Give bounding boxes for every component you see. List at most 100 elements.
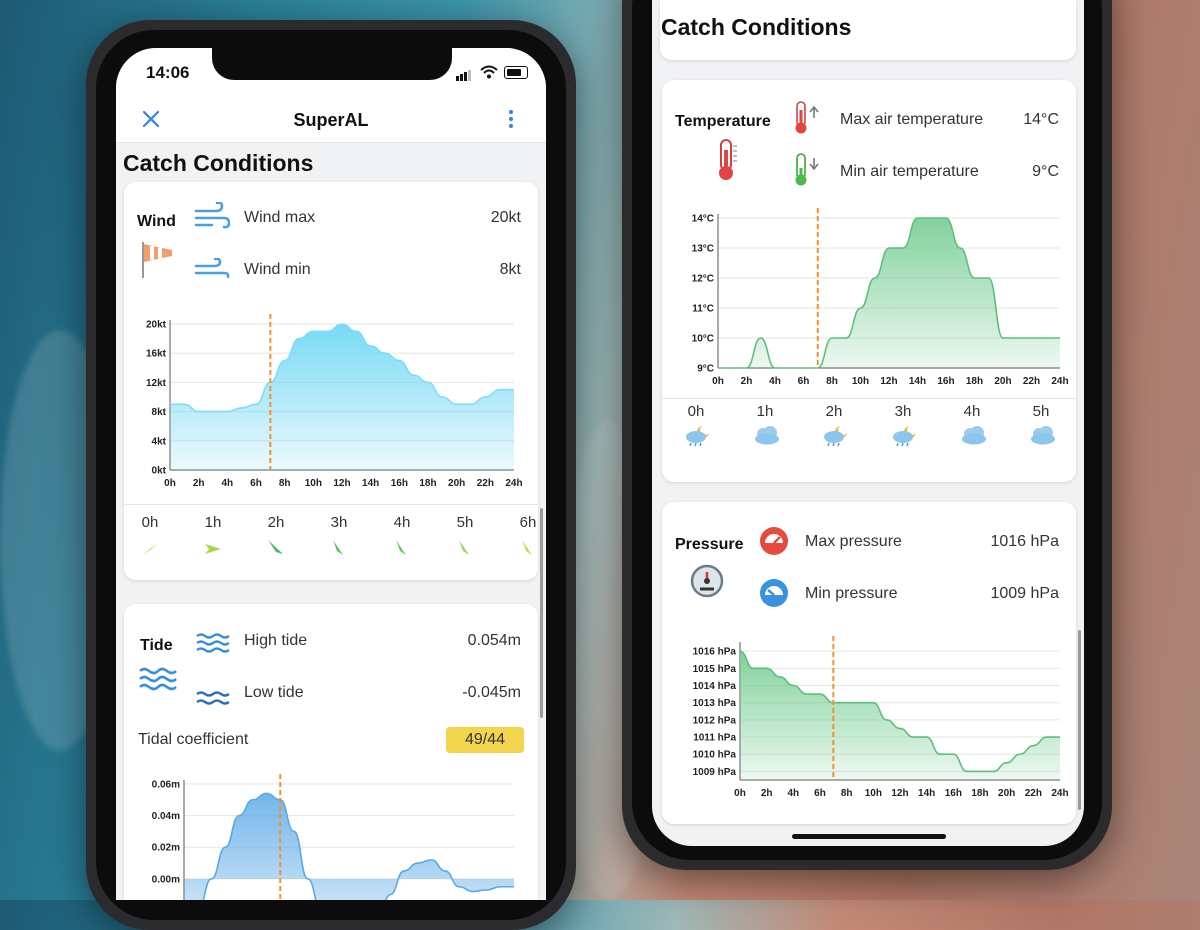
x-tick-label: 14h	[362, 478, 379, 489]
series-line	[718, 217, 1060, 369]
x-tick-label: 0h	[712, 376, 724, 387]
tidal-coefficient-label: Tidal coefficient	[138, 731, 249, 748]
wind-hour-2: 2h	[267, 514, 285, 531]
cloud-icon	[755, 426, 779, 445]
x-tick-label: 10h	[852, 376, 869, 387]
status-time: 14:06	[146, 63, 190, 82]
more-options-icon[interactable]	[508, 109, 514, 129]
x-tick-label: 16h	[391, 478, 408, 489]
area-fill	[184, 793, 514, 900]
y-tick-label: 0.02m	[152, 843, 180, 854]
y-tick-label: 20kt	[146, 320, 167, 331]
wind-hour-1: 1h	[204, 514, 222, 531]
barometer-icon	[690, 564, 724, 598]
area-fill	[170, 324, 514, 470]
close-icon[interactable]	[142, 110, 160, 128]
x-tick-label: 8h	[841, 788, 853, 799]
wifi-icon	[480, 65, 498, 79]
y-tick-label: 10°C	[692, 334, 714, 345]
wind-hour-6: 6h	[519, 514, 537, 531]
y-tick-label: 1011 hPa	[693, 733, 736, 744]
nav-bar: SuperAL	[116, 92, 546, 143]
low-tide-icon	[196, 691, 230, 705]
high-tide-label: High tide	[244, 632, 308, 649]
cloud-moon-rain-icon	[686, 425, 710, 447]
pressure-chart: 1016 hPa 1015 hPa 1014 hPa 1013 hPa 1012 hPa…	[693, 636, 1069, 799]
temperature-divider	[662, 398, 1076, 399]
area-fill	[718, 218, 1060, 368]
scroll-indicator	[1078, 630, 1081, 810]
y-tick-label: 13°C	[692, 244, 714, 255]
battery-icon	[504, 66, 528, 79]
wind-direction-arrow-icon	[396, 540, 406, 555]
x-tick-label: 10h	[865, 788, 882, 799]
y-tick-label: 0.00m	[152, 874, 180, 885]
nav-title: SuperAL	[293, 110, 369, 130]
y-tick-label: 12°C	[692, 274, 714, 285]
min-pressure-label: Min pressure	[805, 585, 898, 602]
temperature-hour-3: 3h	[894, 403, 912, 420]
series-line	[202, 792, 514, 900]
high-tide-value: 0.054m	[467, 632, 521, 649]
scroll-indicator	[540, 508, 543, 718]
x-tick-label: 8h	[826, 376, 838, 387]
max-pressure-value: 1016 hPa	[990, 533, 1059, 550]
wind-hour-5: 5h	[456, 514, 474, 531]
y-tick-label: 1009 hPa	[693, 767, 737, 778]
wind-direction-arrow-icon	[522, 540, 532, 555]
x-tick-label: 18h	[971, 788, 988, 799]
left-screen: 14:06 SuperAL Catch Conditions Wind Wind…	[116, 48, 546, 900]
low-tide-value: -0.045m	[462, 684, 521, 701]
min-air-temperature-label: Min air temperature	[840, 163, 979, 180]
home-indicator[interactable]	[792, 834, 946, 839]
min-pressure-icon	[760, 579, 788, 607]
tidal-coefficient-badge: 49/44	[446, 727, 524, 753]
x-tick-label: 22h	[1023, 376, 1040, 387]
y-tick-label: 1012 hPa	[693, 715, 737, 726]
wind-hour-4: 4h	[393, 514, 411, 531]
cloud-icon	[962, 426, 986, 445]
wind-title: Wind	[137, 213, 176, 230]
x-tick-label: 16h	[945, 788, 962, 799]
min-temperature-icon	[795, 153, 819, 186]
y-tick-label: 1010 hPa	[693, 750, 737, 761]
cloud-icon	[1031, 426, 1055, 445]
temperature-hour-2: 2h	[825, 403, 843, 420]
x-tick-label: 12h	[880, 376, 897, 387]
temperature-hour-5: 5h	[1032, 403, 1050, 420]
tide-card: Tide High tide 0.054m Low tide -0.045m T…	[124, 604, 538, 900]
x-tick-label: 4h	[221, 478, 233, 489]
x-tick-label: 16h	[937, 376, 954, 387]
x-tick-label: 20h	[448, 478, 465, 489]
x-tick-label: 6h	[250, 478, 262, 489]
x-tick-label: 18h	[966, 376, 983, 387]
x-tick-label: 0h	[164, 478, 176, 489]
temperature-title: Temperature	[675, 113, 771, 130]
x-tick-label: 2h	[741, 376, 753, 387]
low-tide-label: Low tide	[244, 684, 304, 701]
wind-hour-3: 3h	[330, 514, 348, 531]
max-air-temperature-label: Max air temperature	[840, 111, 984, 128]
x-tick-label: 22h	[1025, 788, 1042, 799]
x-tick-label: 0h	[734, 788, 746, 799]
x-tick-label: 2h	[193, 478, 205, 489]
min-air-temperature-value: 9°C	[1032, 163, 1059, 180]
wind-card: Wind Wind max 20kt Wind min 8kt 0kt 4kt 8k…	[124, 182, 538, 580]
x-tick-label: 24h	[1051, 376, 1068, 387]
y-tick-label: 16kt	[146, 349, 167, 360]
temperature-card: Temperature Max air temperature 14°C Min…	[662, 80, 1076, 482]
y-tick-label: 9°C	[697, 364, 714, 375]
x-tick-label: 4h	[787, 788, 799, 799]
temperature-chart: 9°C 10°C 11°C 12°C 13°C 14°C 0h 2h 4h 6h 8h 10h 12h 1…	[692, 208, 1069, 387]
wind-min-label: Wind min	[244, 261, 311, 278]
y-tick-label: 14°C	[692, 214, 714, 225]
wind-max-value: 20kt	[490, 209, 521, 226]
windsock-icon	[142, 242, 172, 278]
thermometer-icon	[719, 139, 737, 180]
x-tick-label: 8h	[279, 478, 291, 489]
cloud-moon-rain-icon	[893, 425, 917, 447]
x-tick-label: 14h	[909, 376, 926, 387]
wind-direction-arrow-icon	[268, 540, 283, 554]
top-card-remainder	[660, 0, 1076, 60]
temperature-hour-0: 0h	[687, 403, 705, 420]
